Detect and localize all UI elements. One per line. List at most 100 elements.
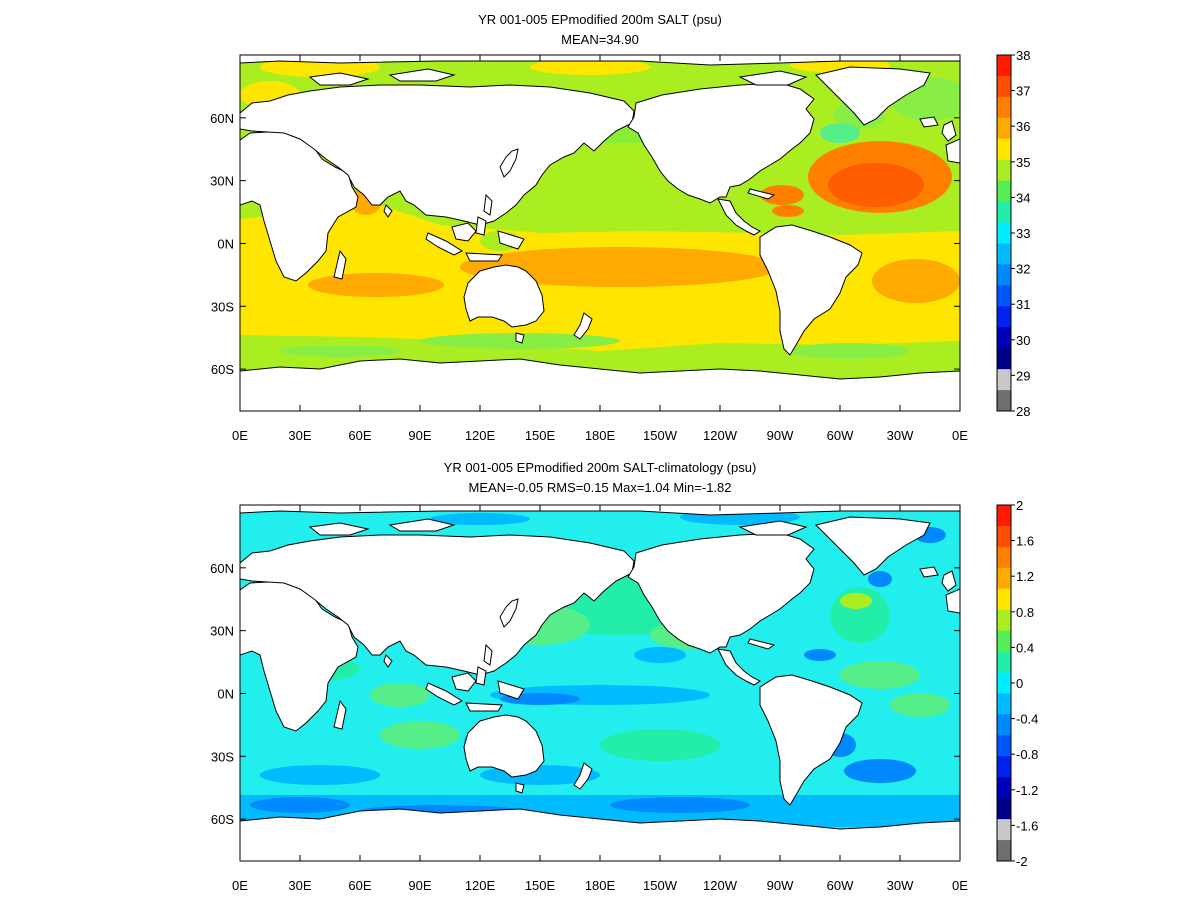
x-tick-label: 120E <box>465 878 496 893</box>
colorbar-swatch <box>997 609 1011 632</box>
x-tick-label: 30W <box>887 878 914 893</box>
x-axis: 0E 30E 60E 90E 120E 150E 180E 150W 120W 90W 60W 30W… <box>232 55 968 443</box>
x-tick-label: 30E <box>288 878 311 893</box>
colorbar-swatch <box>997 525 1011 548</box>
x-tick-label: 30E <box>288 428 311 443</box>
colorbar-label: 30 <box>1016 333 1030 348</box>
x-tick-label: 60E <box>348 878 371 893</box>
colorbar-swatch <box>997 390 1011 412</box>
x-axis: 0E 30E 60E 90E 120E 150E 180E 150W 120W 90W 60W 30W… <box>232 505 968 893</box>
x-tick-label: 180E <box>585 428 616 443</box>
colorbar-swatch <box>997 159 1011 182</box>
colorbar-label: 31 <box>1016 297 1030 312</box>
x-tick-label: 150E <box>525 878 556 893</box>
colorbar-label: 34 <box>1016 190 1030 205</box>
x-tick-label: 0E <box>232 428 248 443</box>
x-tick-label: 120E <box>465 428 496 443</box>
colorbar-swatch <box>997 117 1011 140</box>
colorbar-swatch <box>997 285 1011 307</box>
chart-subtitle: MEAN=-0.05 RMS=0.15 Max=1.04 Min=-1.82 <box>468 480 731 495</box>
x-tick-label: 30W <box>887 428 914 443</box>
colorbar-swatch <box>997 588 1011 611</box>
x-tick-label: 90E <box>408 428 431 443</box>
x-tick-label: 0E <box>952 878 968 893</box>
chart-title: YR 001-005 EPmodified 200m SALT (psu) <box>478 12 722 27</box>
colorbar-swatch <box>997 201 1011 224</box>
y-tick-label: 60S <box>211 812 234 827</box>
x-tick-label: 90W <box>767 428 794 443</box>
colorbar-swatch <box>997 222 1011 244</box>
colorbar-swatch <box>997 75 1011 98</box>
x-tick-label: 150W <box>643 428 678 443</box>
y-tick-label: 30N <box>210 174 234 189</box>
x-tick-label: 0E <box>952 428 968 443</box>
x-tick-label: 150E <box>525 428 556 443</box>
map-area <box>239 54 961 412</box>
colorbar-label: 35 <box>1016 155 1030 170</box>
anomaly-panel: YR 001-005 EPmodified 200m SALT-climatol… <box>210 460 1038 893</box>
colorbar-swatch <box>997 264 1011 286</box>
colorbar-label: -1.6 <box>1016 818 1038 833</box>
colorbar-label: 29 <box>1016 368 1030 383</box>
colorbar-label: 37 <box>1016 84 1030 99</box>
y-tick-label: 60N <box>210 111 234 126</box>
colorbar-swatch <box>997 798 1011 820</box>
colorbar-swatch <box>997 243 1011 265</box>
y-tick-label: 0N <box>217 236 234 251</box>
colorbar-swatch <box>997 714 1011 736</box>
y-tick-label: 60N <box>210 561 234 576</box>
colorbar-swatch <box>997 756 1011 778</box>
colorbar-swatch <box>997 96 1011 119</box>
colorbar-label: -2 <box>1016 854 1028 869</box>
colorbar-swatch <box>997 567 1011 590</box>
colorbar-swatch <box>997 348 1011 370</box>
map-area <box>239 504 961 862</box>
chart-subtitle: MEAN=34.90 <box>561 32 639 47</box>
colorbar-label: -1.2 <box>1016 783 1038 798</box>
colorbar-label: 28 <box>1016 404 1030 419</box>
colorbar-swatch <box>997 180 1011 203</box>
colorbar-swatch <box>997 693 1011 715</box>
colorbar-swatch <box>997 327 1011 349</box>
colorbar-swatch <box>997 735 1011 757</box>
x-tick-label: 180E <box>585 878 616 893</box>
colorbar-label: 1.2 <box>1016 569 1034 584</box>
colorbar-swatch <box>997 819 1011 841</box>
colorbar-label: 32 <box>1016 262 1030 277</box>
y-axis: 60N 30N 0N 30S 60S <box>210 111 960 377</box>
chart-title: YR 001-005 EPmodified 200m SALT-climatol… <box>444 460 757 475</box>
x-tick-label: 120W <box>703 878 738 893</box>
y-tick-label: 60S <box>211 362 234 377</box>
y-axis: 60N 30N 0N 30S 60S <box>210 561 960 827</box>
x-tick-label: 150W <box>643 878 678 893</box>
x-tick-label: 90W <box>767 878 794 893</box>
salinity-panel: YR 001-005 EPmodified 200m SALT (psu) ME… <box>210 12 1030 443</box>
x-tick-label: 60E <box>348 428 371 443</box>
colorbar-label: 33 <box>1016 226 1030 241</box>
x-tick-label: 0E <box>232 878 248 893</box>
colorbar-swatch <box>997 369 1011 391</box>
colorbar-swatch <box>997 306 1011 328</box>
colorbar-label: 0 <box>1016 676 1023 691</box>
x-tick-label: 90E <box>408 878 431 893</box>
colorbar-swatch <box>997 651 1011 674</box>
x-tick-label: 60W <box>827 878 854 893</box>
y-tick-label: 0N <box>217 686 234 701</box>
colorbar-swatch <box>997 505 1011 527</box>
colorbar-label: -0.8 <box>1016 747 1038 762</box>
colorbar-swatch <box>997 546 1011 569</box>
colorbar-label: -0.4 <box>1016 712 1038 727</box>
y-tick-label: 30S <box>211 749 234 764</box>
colorbar-swatch <box>997 55 1011 77</box>
colorbar-label: 0.4 <box>1016 640 1034 655</box>
colorbar-swatch <box>997 777 1011 799</box>
y-tick-label: 30N <box>210 624 234 639</box>
colorbar-swatch <box>997 840 1011 862</box>
colorbar-label: 2 <box>1016 498 1023 513</box>
colorbar-label: 36 <box>1016 119 1030 134</box>
colorbar-swatch <box>997 630 1011 653</box>
x-tick-label: 120W <box>703 428 738 443</box>
colorbar-label: 0.8 <box>1016 605 1034 620</box>
colorbar: 2 1.6 1.2 0.8 0.4 0 -0.4 -0.8 -1.2 -1.6 -2 <box>996 498 1038 869</box>
colorbar-label: 1.6 <box>1016 534 1034 549</box>
